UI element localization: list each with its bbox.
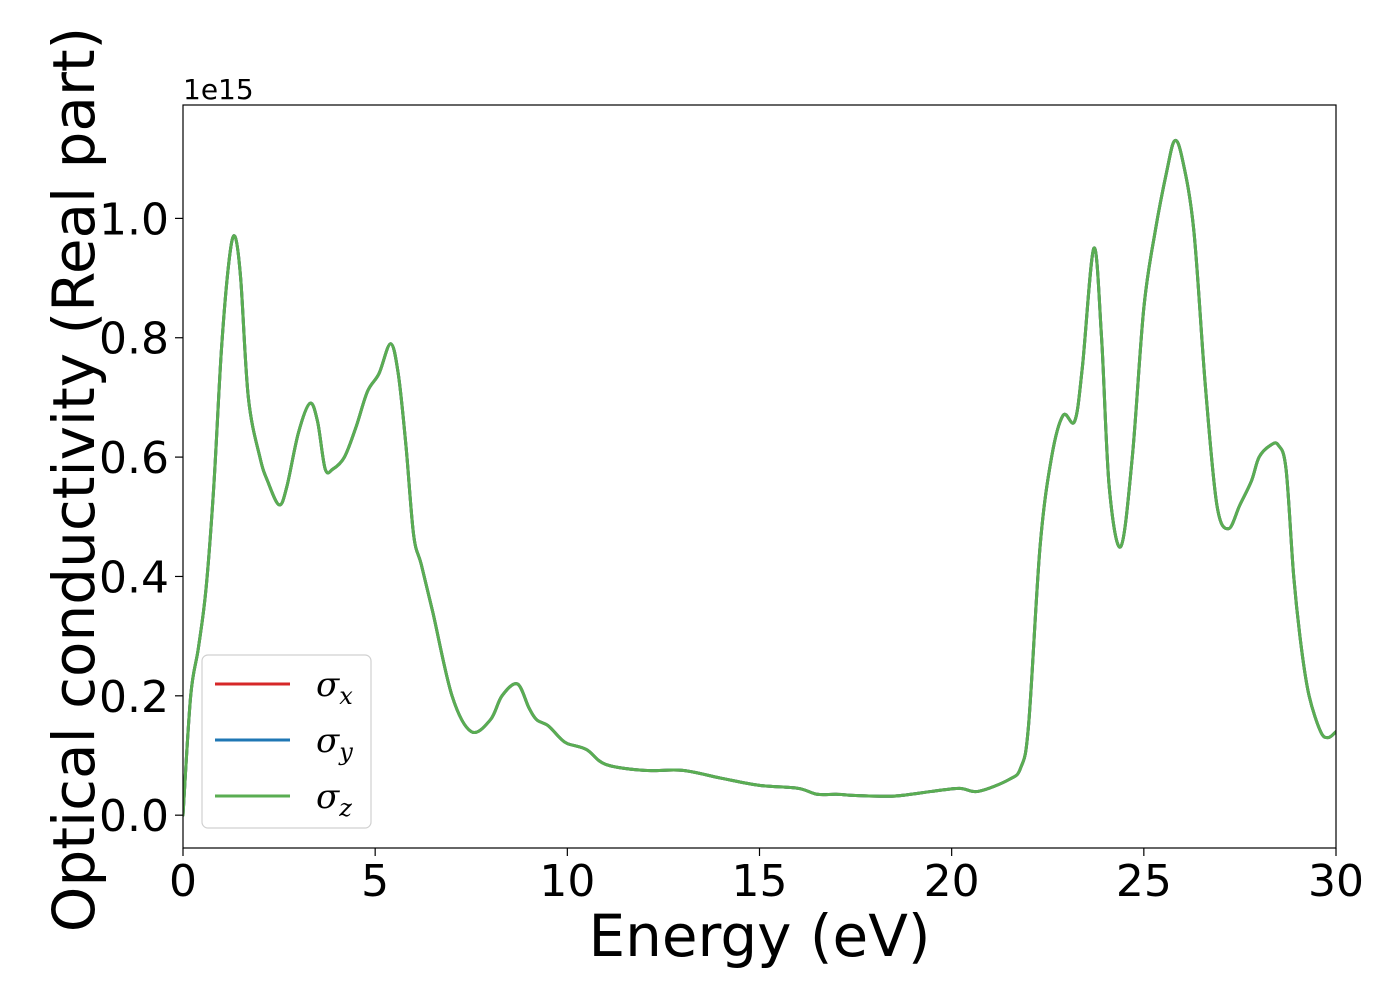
legend-label: σy	[316, 721, 353, 766]
x-axis-title: Energy (eV)	[588, 902, 930, 970]
y-tick-label: 0.4	[99, 552, 169, 603]
x-tick-label: 30	[1308, 856, 1364, 907]
x-axis: 0 5 10 15 20 25 30	[169, 848, 1364, 907]
y-tick-label: 0.2	[99, 672, 169, 723]
y-tick-label: 0.8	[99, 314, 169, 365]
y-axis: 0.0 0.2 0.4 0.6 0.8 1.0	[99, 194, 183, 842]
x-tick-label: 15	[732, 856, 788, 907]
y-tick-label: 1.0	[99, 194, 169, 245]
x-tick-label: 20	[924, 856, 980, 907]
legend: σx σy σz	[201, 654, 372, 829]
legend-label: σx	[316, 665, 353, 710]
legend-label: σz	[316, 777, 352, 822]
x-tick-label: 0	[169, 856, 197, 907]
series-line-σz	[183, 138, 1336, 817]
x-tick-label: 25	[1116, 856, 1172, 907]
y-tick-label: 0.0	[99, 791, 169, 842]
y-axis-title: Optical conductivity (Real part)	[40, 27, 108, 932]
x-tick-label: 10	[539, 856, 595, 907]
x-tick-label: 5	[361, 856, 389, 907]
plot-area	[183, 138, 1336, 817]
y-tick-label: 0.6	[99, 433, 169, 484]
y-offset-label: 1e15	[183, 73, 254, 106]
